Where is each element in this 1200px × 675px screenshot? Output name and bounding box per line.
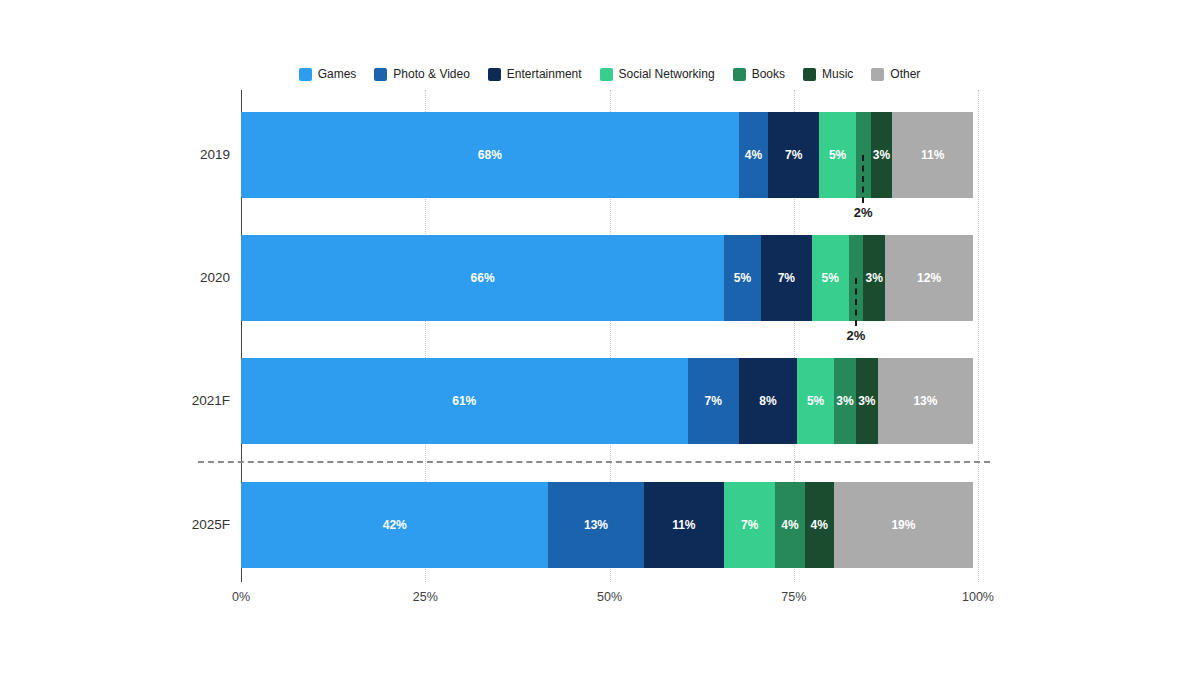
bar-value-label: 5%	[734, 271, 751, 285]
bar-segment: 7%	[688, 358, 739, 444]
bar-segment: 3%	[863, 235, 885, 321]
forecast-separator-line	[198, 461, 990, 463]
bar-segment: 61%	[241, 358, 688, 444]
bar-value-label: 7%	[778, 271, 795, 285]
bar-value-label: 3%	[836, 394, 853, 408]
bar-value-label: 66%	[471, 271, 495, 285]
category-label: 2020	[130, 270, 230, 285]
bar-segment: 13%	[548, 482, 643, 568]
bar-row: 66% 5% 7% 5% 3% 12%	[241, 235, 973, 321]
bar-value-label: 5%	[807, 394, 824, 408]
callout-dashed-line	[862, 155, 864, 203]
bar-value-label: 5%	[822, 271, 839, 285]
bar-value-label: 13%	[913, 394, 937, 408]
bar-value-label: 5%	[829, 148, 846, 162]
callout-dashed-line	[855, 278, 857, 326]
bar-segment: 12%	[885, 235, 973, 321]
bar-segment: 66%	[241, 235, 724, 321]
x-tick-label: 0%	[211, 590, 271, 604]
bar-segment: 4%	[805, 482, 834, 568]
x-tick-label: 50%	[580, 590, 640, 604]
x-tick-label: 100%	[948, 590, 1008, 604]
bar-value-label: 4%	[745, 148, 762, 162]
x-tick-label: 25%	[395, 590, 455, 604]
bar-value-label: 11%	[672, 518, 695, 532]
bar-segment: 11%	[644, 482, 725, 568]
bar-value-label: 3%	[858, 394, 875, 408]
bar-value-label: 42%	[383, 518, 407, 532]
plot-area: 2019 68% 4% 7% 5% 3% 11% 2% 2020 66% 5% 7% 5% 3% 12% 2%…	[0, 0, 1200, 675]
bar-value-label: 68%	[478, 148, 502, 162]
bar-row: 61% 7% 8% 5% 3% 3% 13%	[241, 358, 973, 444]
bar-segment: 19%	[834, 482, 973, 568]
bar-segment: 7%	[761, 235, 812, 321]
callout-label: 2%	[831, 328, 881, 343]
x-tick-label: 75%	[764, 590, 824, 604]
category-label: 2019	[130, 147, 230, 162]
bar-value-label: 7%	[741, 518, 758, 532]
bar-value-label: 7%	[785, 148, 802, 162]
bar-segment: 5%	[797, 358, 834, 444]
bar-segment: 5%	[724, 235, 761, 321]
bar-value-label: 4%	[811, 518, 828, 532]
bar-value-label: 7%	[704, 394, 721, 408]
bar-segment: 42%	[241, 482, 548, 568]
bar-value-label: 4%	[781, 518, 798, 532]
bar-value-label: 3%	[873, 148, 890, 162]
bar-segment: 13%	[878, 358, 973, 444]
category-label: 2021F	[130, 393, 230, 408]
bar-segment: 3%	[856, 358, 878, 444]
bar-segment: 5%	[812, 235, 849, 321]
bar-segment: 8%	[739, 358, 798, 444]
callout-label: 2%	[838, 205, 888, 220]
bar-value-label: 8%	[759, 394, 776, 408]
bar-value-label: 19%	[891, 518, 915, 532]
bar-value-label: 3%	[865, 271, 882, 285]
stacked-bar-chart: GamesPhoto & VideoEntertainmentSocial Ne…	[0, 0, 1200, 675]
bar-segment: 68%	[241, 112, 739, 198]
bar-value-label: 12%	[917, 271, 941, 285]
bar-segment: 3%	[834, 358, 856, 444]
bar-segment: 11%	[892, 112, 973, 198]
bar-segment: 7%	[724, 482, 775, 568]
bar-value-label: 13%	[584, 518, 608, 532]
bar-segment: 3%	[871, 112, 893, 198]
bar-value-label: 11%	[921, 148, 944, 162]
bar-segment: 4%	[739, 112, 768, 198]
bar-row: 42% 13% 11% 7% 4% 4% 19%	[241, 482, 973, 568]
gridline	[978, 90, 979, 582]
bar-segment: 4%	[775, 482, 804, 568]
bar-value-label: 61%	[452, 394, 476, 408]
bar-segment: 7%	[768, 112, 819, 198]
category-label: 2025F	[130, 517, 230, 532]
bar-segment: 5%	[819, 112, 856, 198]
